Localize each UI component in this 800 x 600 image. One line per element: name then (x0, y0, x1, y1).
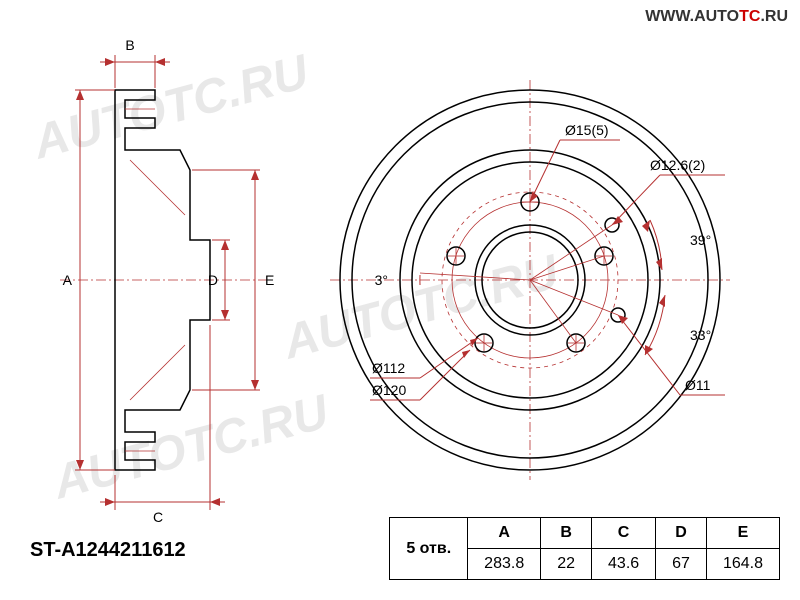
dimension-table: 5 отв. A B C D E 283.8 22 43.6 67 164.8 (389, 517, 780, 580)
dim-value: 283.8 (468, 549, 541, 580)
dim-value: 67 (656, 549, 707, 580)
dim-header: A (468, 518, 541, 549)
site-logo: WWW.AUTOTC.RU (645, 8, 788, 26)
holes-count: 5 отв. (390, 518, 468, 580)
side-view: A B C D E (60, 37, 274, 525)
callout-d120: Ø120 (372, 382, 406, 398)
dim-label-d: D (208, 272, 218, 288)
logo-part-red: TC (739, 8, 760, 25)
callout-3deg: 3° (375, 272, 388, 288)
callout-d112: Ø112 (372, 360, 405, 376)
front-view: Ø15(5) Ø12.6(2) 39° 33° Ø11 Ø112 Ø120 3° (330, 80, 730, 480)
dim-header: B (541, 518, 592, 549)
part-number: ST-A1244211612 (30, 539, 186, 562)
logo-part: .RU (760, 8, 788, 25)
logo-part: AUTO (694, 8, 739, 25)
dim-label-a: A (63, 272, 73, 288)
dim-header: E (706, 518, 779, 549)
table-row: 5 отв. A B C D E (390, 518, 780, 549)
logo-part: WWW. (645, 8, 694, 25)
dim-header: C (592, 518, 656, 549)
dim-label-e: E (265, 272, 274, 288)
dim-label-c: C (153, 509, 163, 525)
callout-d15: Ø15(5) (565, 122, 609, 138)
callout-d12-6: Ø12.6(2) (650, 157, 705, 173)
callout-d11: Ø11 (685, 377, 711, 393)
technical-drawing: A B C D E (0, 0, 800, 600)
callout-39deg: 39° (690, 232, 711, 248)
dim-value: 43.6 (592, 549, 656, 580)
dim-header: D (656, 518, 707, 549)
callout-33deg: 33° (690, 327, 711, 343)
dim-value: 164.8 (706, 549, 779, 580)
dim-label-b: B (125, 37, 134, 53)
dim-value: 22 (541, 549, 592, 580)
